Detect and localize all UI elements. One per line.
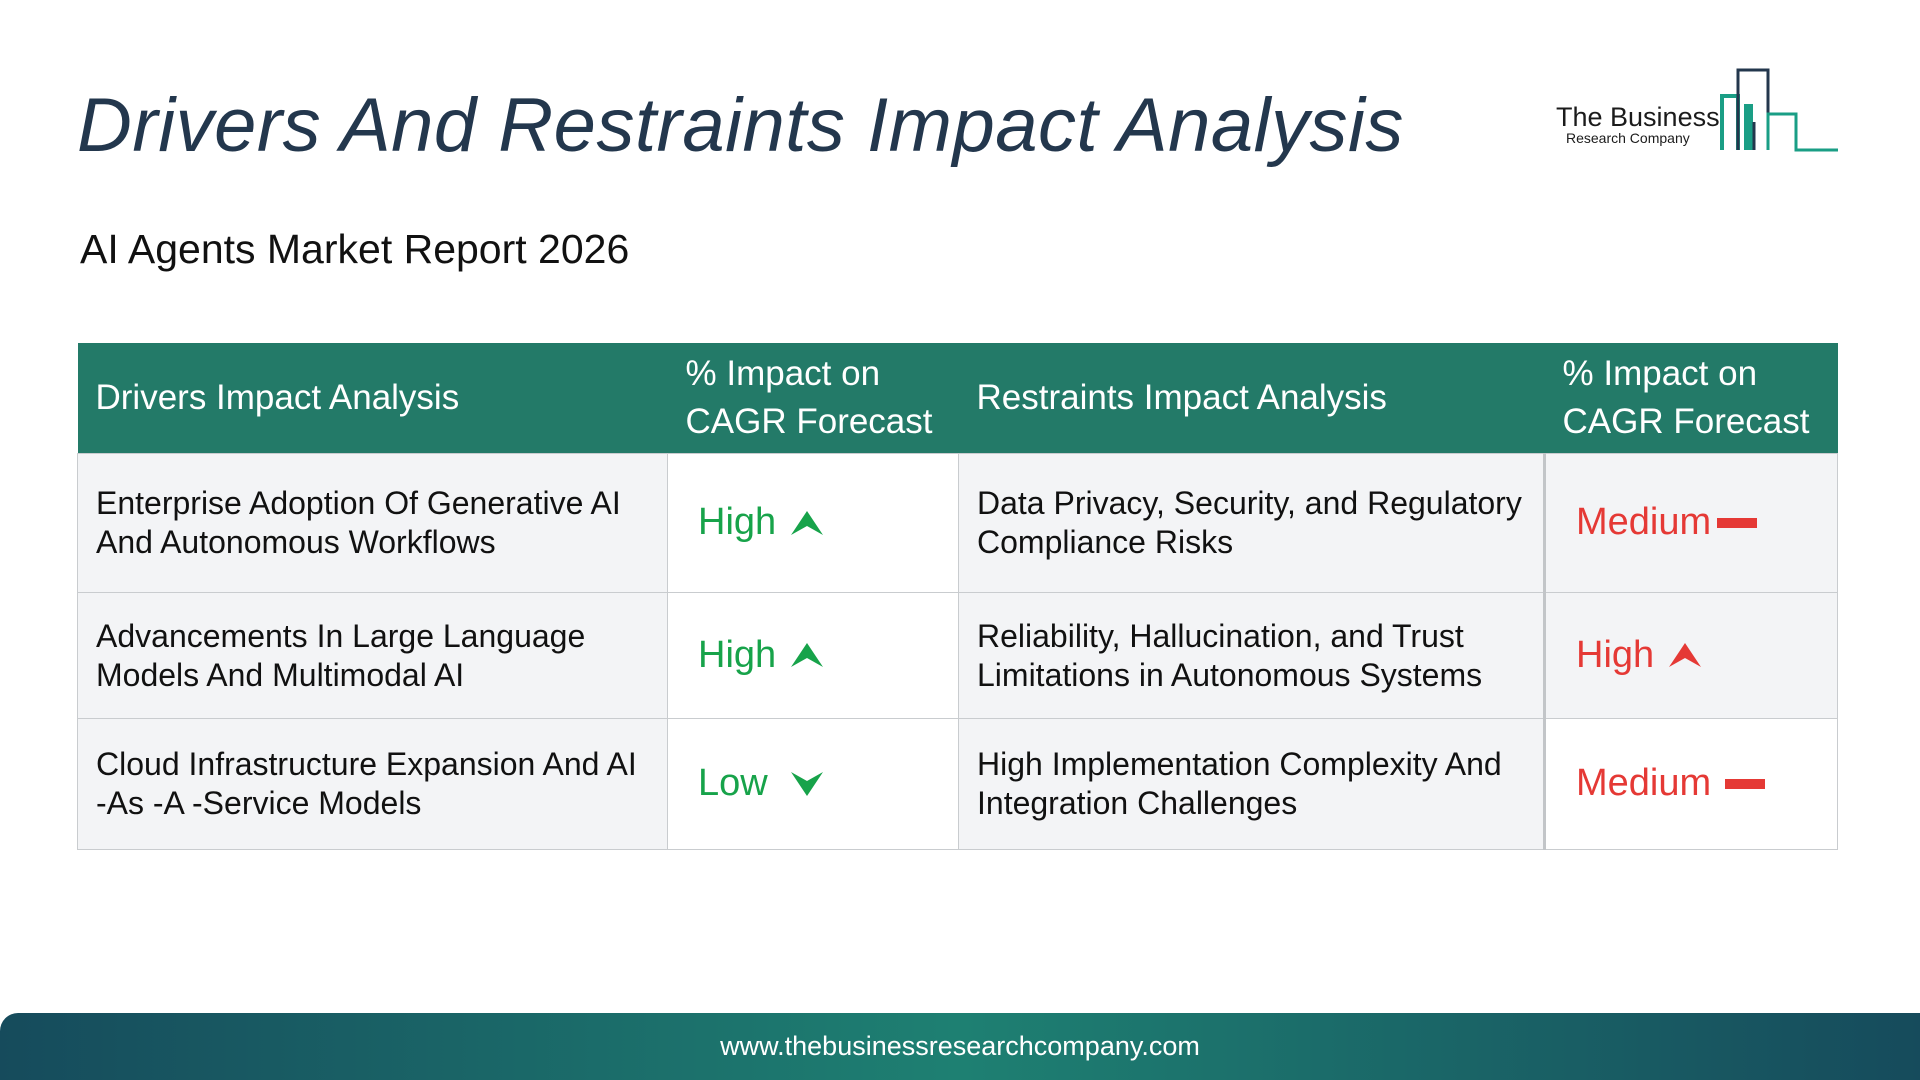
header-drivers-impact: % Impact on CAGR Forecast	[667, 343, 959, 454]
restraint-impact-level: Medium	[1576, 762, 1766, 804]
driver-impact-label: High	[698, 501, 777, 543]
dash-icon	[1725, 778, 1766, 789]
website-link[interactable]: www.thebusinessresearchcompany.com	[720, 1031, 1200, 1061]
logo-text-primary: The Business	[1556, 102, 1720, 132]
logo-buildings-icon	[1720, 68, 1838, 152]
arrow-down-icon	[790, 771, 823, 796]
driver-cell: Advancements In Large Language Models An…	[77, 592, 668, 719]
company-logo: The Business Research Company	[1554, 66, 1838, 156]
restraint-impact-label: Medium	[1576, 762, 1712, 804]
arrow-up-icon	[791, 643, 824, 667]
restraint-impact-cell: High	[1543, 592, 1838, 719]
driver-impact-cell: High	[667, 453, 959, 593]
restraint-impact-label: High	[1576, 633, 1655, 676]
table-row: Enterprise Adoption Of Generative AI And…	[77, 453, 1838, 593]
header-drivers: Drivers Impact Analysis	[77, 343, 668, 454]
arrow-up-icon	[1669, 643, 1702, 667]
restraint-cell: Reliability, Hallucination, and Trust Li…	[958, 592, 1545, 719]
restraint-impact-level: Medium	[1576, 501, 1758, 543]
page-title: Drivers And Restraints Impact Analysis	[77, 83, 1404, 168]
driver-impact-label: High	[698, 633, 777, 676]
restraint-impact-cell: Medium	[1543, 718, 1838, 850]
restraint-impact-label: Medium	[1576, 501, 1712, 543]
footer-bar: www.thebusinessresearchcompany.com	[0, 1013, 1920, 1080]
restraint-impact-cell: Medium	[1543, 453, 1838, 593]
restraint-impact-level: High	[1576, 633, 1702, 676]
driver-impact-cell: Low	[667, 718, 959, 850]
header-restraints-impact: % Impact on CAGR Forecast	[1544, 343, 1838, 454]
driver-impact-level: High	[698, 633, 824, 676]
driver-impact-level: High	[698, 503, 824, 542]
restraint-cell: Data Privacy, Security, and Regulatory C…	[958, 453, 1545, 593]
logo-text-secondary: Research Company	[1566, 130, 1690, 146]
driver-impact-cell: High	[667, 592, 959, 719]
driver-cell: Enterprise Adoption Of Generative AI And…	[77, 453, 668, 593]
table-header-row: Drivers Impact Analysis % Impact on CAGR…	[77, 343, 1838, 454]
report-subtitle: AI Agents Market Report 2026	[80, 226, 630, 272]
table-row: Advancements In Large Language Models An…	[77, 592, 1838, 719]
driver-cell: Cloud Infrastructure Expansion And AI -A…	[77, 718, 668, 850]
dash-icon	[1717, 517, 1758, 528]
restraint-cell: High Implementation Complexity And Integ…	[958, 718, 1545, 850]
driver-impact-level: Low	[698, 764, 824, 803]
table-row: Cloud Infrastructure Expansion And AI -A…	[77, 718, 1838, 850]
impact-table: Drivers Impact Analysis % Impact on CAGR…	[77, 343, 1838, 850]
header-restraints: Restraints Impact Analysis	[958, 343, 1545, 454]
driver-impact-label: Low	[698, 762, 768, 804]
arrow-up-icon	[791, 510, 824, 535]
